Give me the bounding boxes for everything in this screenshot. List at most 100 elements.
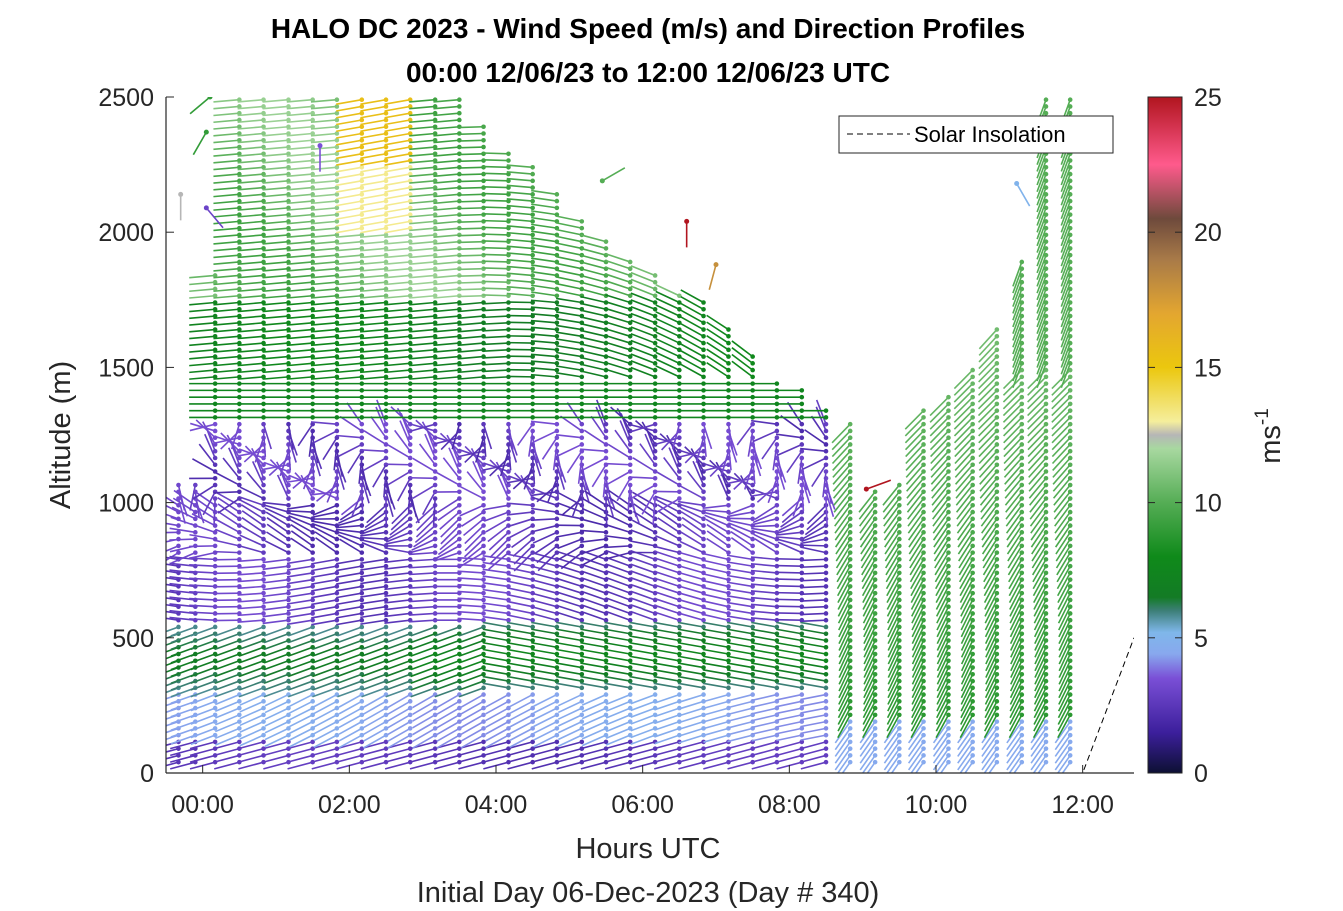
wind-vector-origin bbox=[530, 266, 535, 272]
wind-vector bbox=[311, 457, 315, 484]
wind-vector-origin bbox=[286, 712, 291, 718]
wind-vector-origin bbox=[359, 131, 365, 136]
wind-vector-origin bbox=[847, 543, 853, 549]
wind-vector bbox=[799, 558, 827, 562]
wind-vector-origin bbox=[481, 719, 486, 724]
wind-vector-origin bbox=[237, 266, 242, 272]
wind-vector bbox=[566, 402, 583, 425]
wind-vector-origin bbox=[432, 104, 438, 109]
wind-vector-origin bbox=[921, 719, 926, 724]
wind-vector bbox=[213, 550, 240, 554]
wind-vector bbox=[189, 321, 216, 326]
wind-vector-origin bbox=[970, 732, 975, 738]
wind-vector bbox=[360, 592, 387, 598]
wind-vector-origin bbox=[176, 496, 181, 501]
wind-vector bbox=[434, 666, 460, 678]
wind-vector bbox=[421, 421, 436, 445]
wind-vector bbox=[336, 619, 362, 626]
wind-vector bbox=[482, 369, 509, 373]
wind-vector bbox=[531, 524, 558, 533]
wind-vector-origin bbox=[799, 658, 805, 664]
wind-vector bbox=[433, 98, 460, 103]
wind-vector-origin bbox=[579, 699, 585, 704]
wind-vector bbox=[335, 335, 362, 340]
wind-vector bbox=[384, 254, 411, 259]
wind-vector-origin bbox=[310, 489, 315, 495]
wind-vector bbox=[604, 669, 631, 676]
wind-vector bbox=[457, 577, 484, 581]
wind-vector-origin bbox=[310, 732, 315, 738]
wind-vector bbox=[556, 464, 566, 490]
wind-vector-origin bbox=[407, 334, 413, 339]
wind-vector-origin bbox=[946, 496, 951, 501]
wind-vector-origin bbox=[579, 435, 585, 441]
wind-vector bbox=[509, 714, 534, 728]
wind-vector-origin bbox=[237, 523, 242, 528]
wind-vector bbox=[409, 105, 436, 110]
wind-vector-origin bbox=[383, 286, 389, 292]
wind-vector-origin bbox=[921, 543, 926, 549]
wind-vector bbox=[409, 159, 436, 164]
wind-vector-origin bbox=[872, 509, 878, 515]
wind-vector bbox=[580, 538, 607, 544]
wind-vector bbox=[458, 687, 484, 698]
wind-vector-origin bbox=[334, 563, 340, 569]
wind-vector bbox=[531, 250, 557, 256]
wind-vector bbox=[346, 402, 363, 425]
wind-vector-origin bbox=[383, 320, 389, 326]
wind-vector bbox=[509, 700, 534, 715]
wind-vector-origin bbox=[359, 286, 365, 292]
wind-vector-origin bbox=[457, 550, 462, 555]
wind-vector-origin bbox=[579, 672, 585, 677]
wind-vector-origin bbox=[579, 732, 585, 738]
wind-vector bbox=[433, 213, 460, 218]
wind-vector bbox=[310, 132, 337, 137]
wind-vector-origin bbox=[554, 732, 560, 738]
wind-vector bbox=[286, 152, 313, 157]
wind-vector bbox=[262, 193, 289, 198]
wind-vector bbox=[241, 504, 264, 520]
wind-vector-origin bbox=[310, 97, 315, 103]
wind-vector bbox=[433, 240, 460, 245]
wind-vector-origin bbox=[310, 246, 315, 251]
wind-vector bbox=[507, 518, 533, 528]
wind-vector-origin bbox=[334, 151, 340, 157]
wind-vector bbox=[286, 565, 313, 571]
wind-vector-origin bbox=[701, 543, 706, 549]
wind-vector bbox=[215, 714, 240, 726]
wind-vector-origin bbox=[554, 435, 560, 441]
wind-vector bbox=[489, 538, 510, 559]
wind-vector bbox=[264, 540, 289, 554]
wind-vector bbox=[313, 430, 338, 444]
wind-vector-origin bbox=[506, 469, 511, 474]
wind-vector-origin bbox=[946, 482, 951, 488]
wind-vector bbox=[213, 267, 240, 272]
wind-vector bbox=[531, 741, 558, 750]
wind-vector-origin bbox=[652, 672, 658, 677]
wind-vector bbox=[262, 240, 289, 245]
wind-vector bbox=[310, 247, 337, 252]
wind-vector-origin bbox=[652, 347, 658, 353]
wind-vector-origin bbox=[237, 144, 242, 150]
wind-vector bbox=[409, 423, 436, 433]
wind-vector bbox=[556, 584, 583, 594]
wind-vector-origin bbox=[383, 97, 389, 103]
wind-vector-origin bbox=[237, 469, 242, 474]
wind-vector-origin bbox=[334, 259, 340, 265]
wind-vector bbox=[310, 301, 337, 306]
wind-vector bbox=[310, 220, 337, 225]
wind-vector bbox=[506, 191, 533, 196]
wind-vector bbox=[166, 597, 179, 601]
wind-vector bbox=[286, 355, 313, 360]
wind-vector-origin bbox=[212, 273, 218, 278]
wind-vector bbox=[339, 504, 363, 521]
wind-vector-origin bbox=[383, 165, 389, 170]
wind-vector bbox=[264, 707, 289, 721]
wind-vector bbox=[237, 572, 264, 576]
wind-vector-origin bbox=[432, 205, 438, 211]
wind-vector-origin bbox=[872, 550, 878, 555]
wind-vector bbox=[556, 761, 583, 770]
wind-vector-origin bbox=[286, 117, 291, 123]
wind-vector bbox=[213, 207, 240, 211]
wind-vector bbox=[581, 563, 607, 574]
